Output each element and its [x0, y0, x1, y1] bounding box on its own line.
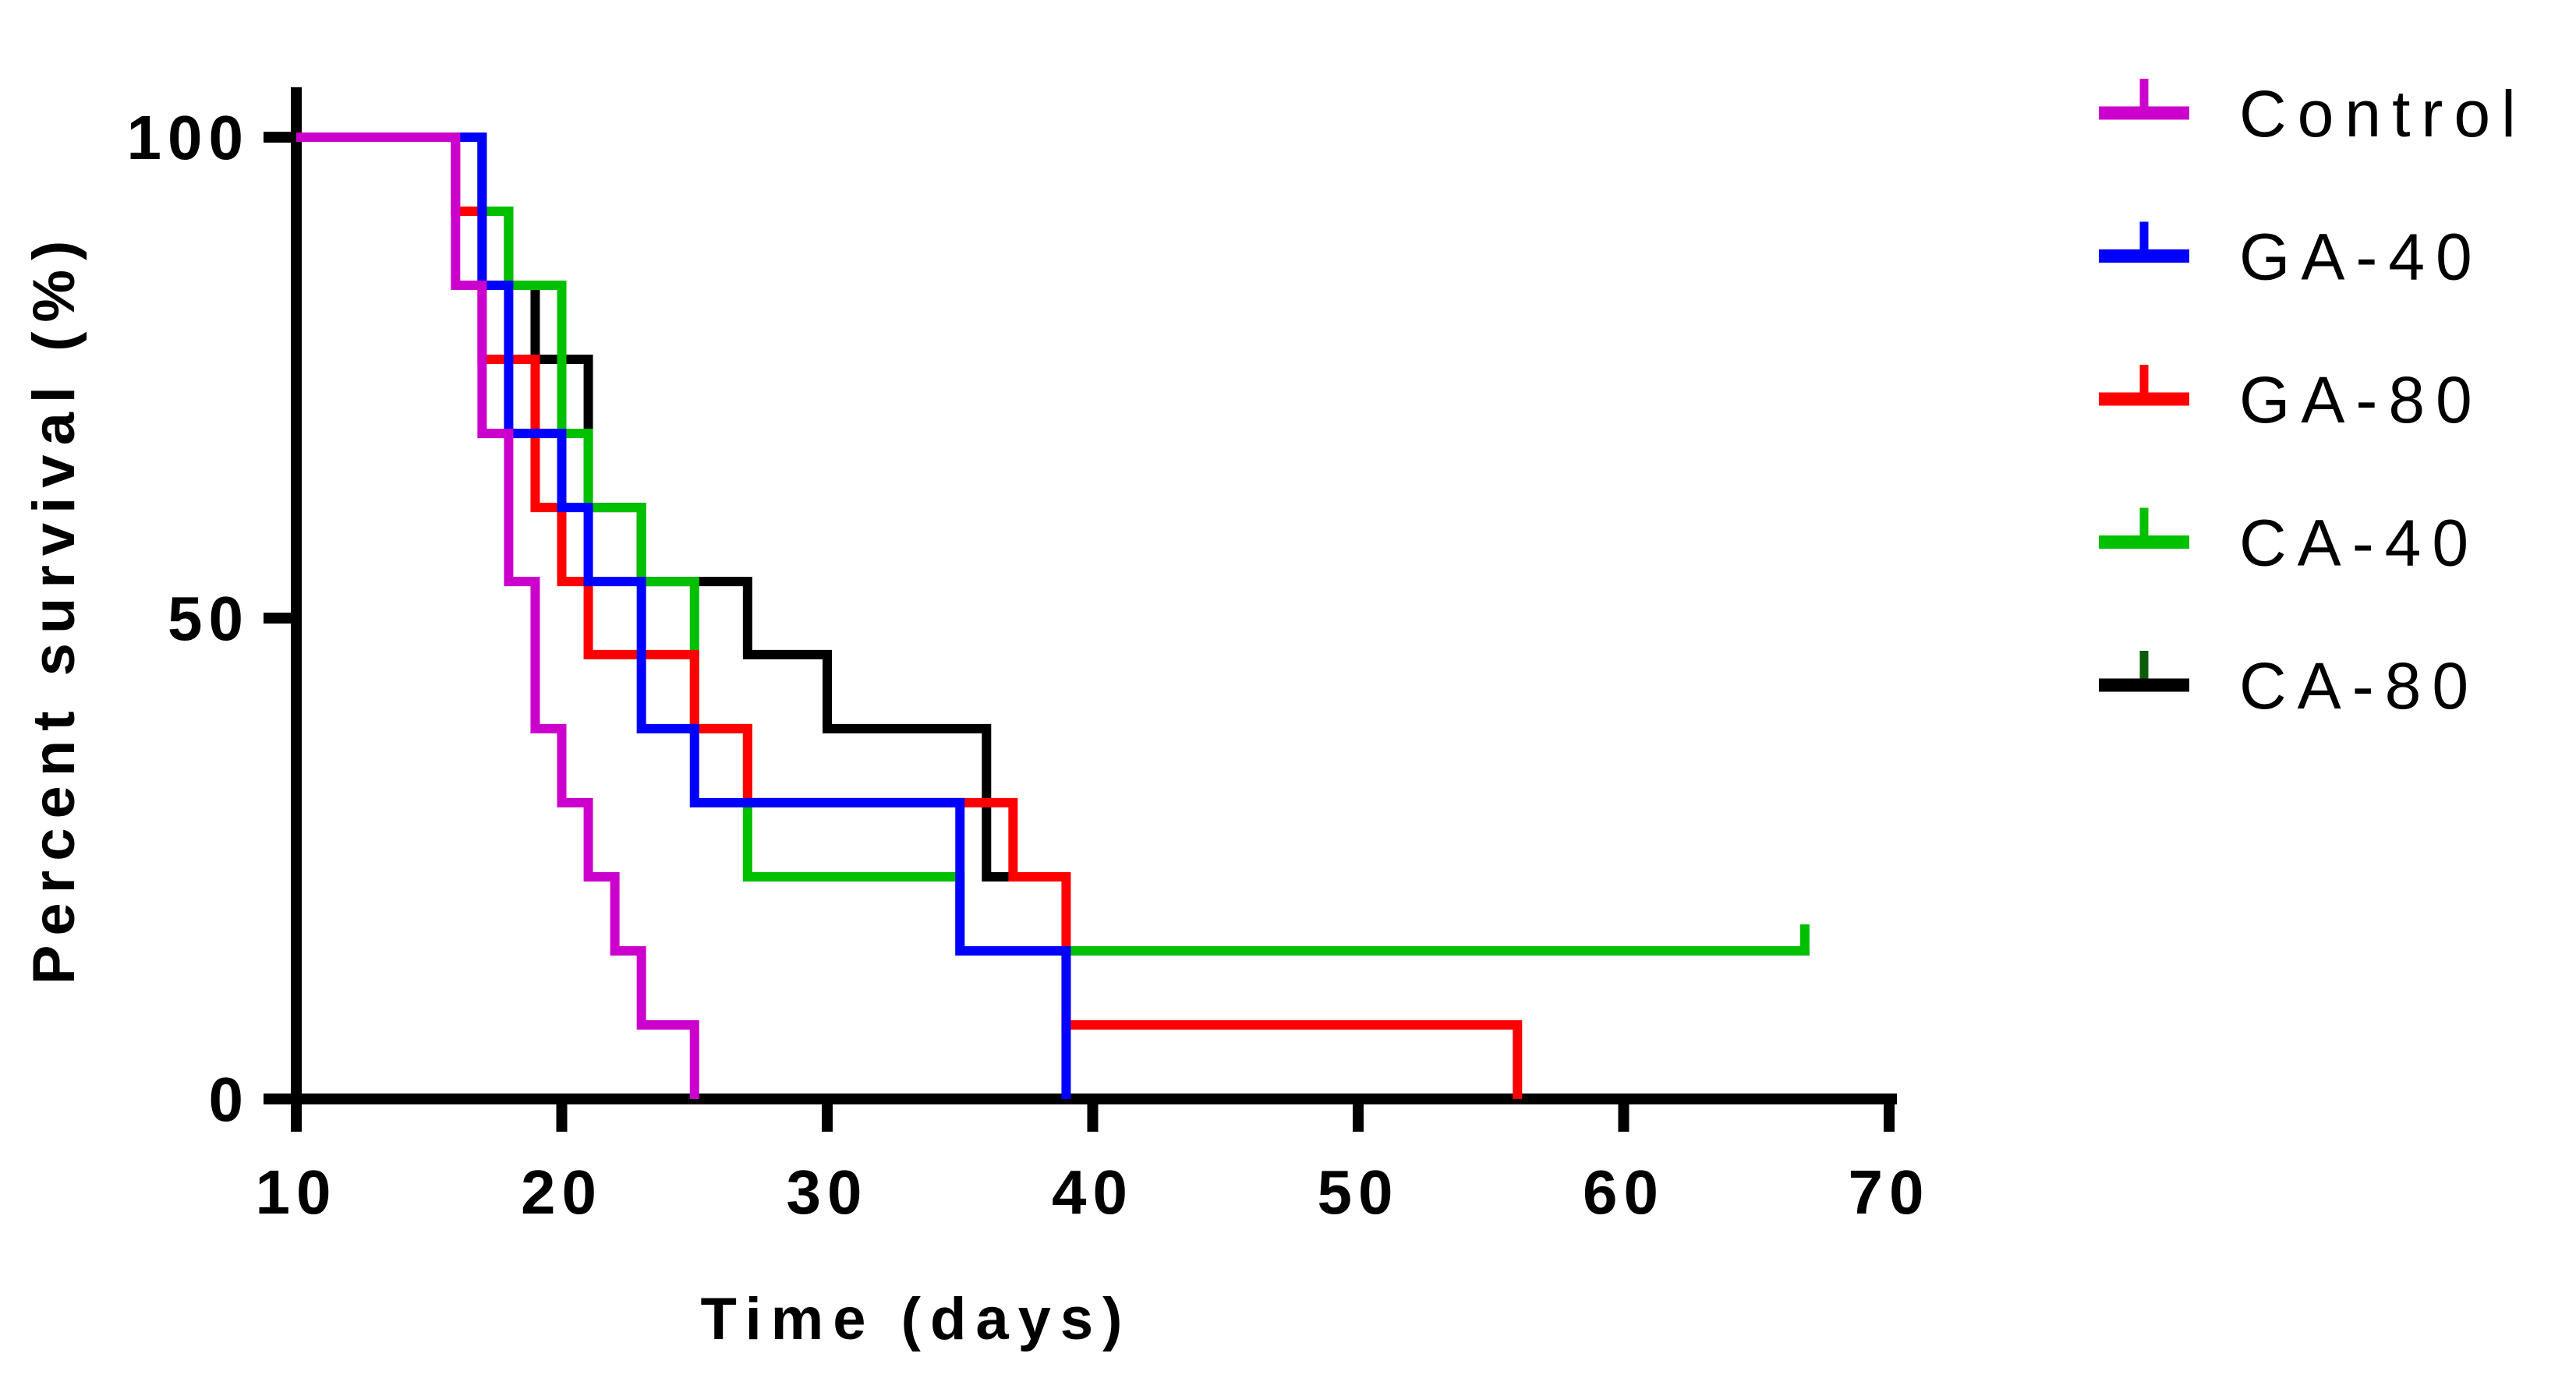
legend-item-ga-80: GA-80: [2099, 363, 2483, 436]
legend-label-ca-40: CA-40: [2239, 507, 2479, 580]
axes-layer: [264, 87, 1897, 1132]
series-line-ga-40: [296, 132, 1071, 1099]
x-axis-title: Time (days): [701, 1286, 1132, 1352]
legend-swatch-ca-40: [2099, 535, 2189, 549]
legend-item-control: Control: [2099, 77, 2527, 150]
series-line-control: [296, 132, 699, 1099]
series-line-ca-80: [296, 132, 1014, 882]
x-tick-label-40: 40: [1052, 1157, 1134, 1227]
x-tick-label-50: 50: [1318, 1157, 1399, 1227]
legend-swatch-ga-80: [2099, 392, 2189, 406]
x-tick-label-20: 20: [521, 1157, 603, 1227]
y-tick-label-100: 100: [127, 103, 249, 172]
y-tick-label-0: 0: [209, 1065, 250, 1134]
legend-layer: Control GA-40 GA-80 CA-40 CA-80: [2099, 77, 2527, 723]
legend-item-ca-80: CA-80: [2099, 649, 2479, 723]
legend-label-ga-40: GA-40: [2239, 221, 2483, 294]
y-tick-label-50: 50: [168, 584, 249, 653]
legend-label-ca-80: CA-80: [2239, 649, 2479, 723]
legend-swatch-ga-40: [2099, 249, 2189, 263]
legend-swatch-control: [2099, 106, 2189, 120]
legend-swatch-ca-80: [2099, 678, 2189, 692]
legend-label-control: Control: [2239, 77, 2527, 150]
y-axis-title: Percent survival (%): [21, 231, 87, 985]
x-tick-label-60: 60: [1583, 1157, 1665, 1227]
x-tick-label-10: 10: [256, 1157, 338, 1227]
series-line-ca-40: [296, 132, 1810, 956]
x-tick-label-30: 30: [787, 1157, 869, 1227]
x-tick-label-70: 70: [1849, 1157, 1930, 1227]
legend-label-ga-80: GA-80: [2239, 363, 2483, 436]
legend-item-ga-40: GA-40: [2099, 221, 2483, 294]
series-layer: [296, 132, 1810, 1099]
labels-layer: 100 50 010 20 30 40 50 60 70 Time (days) Percent s…: [21, 103, 1930, 1352]
legend-item-ca-40: CA-40: [2099, 507, 2479, 580]
